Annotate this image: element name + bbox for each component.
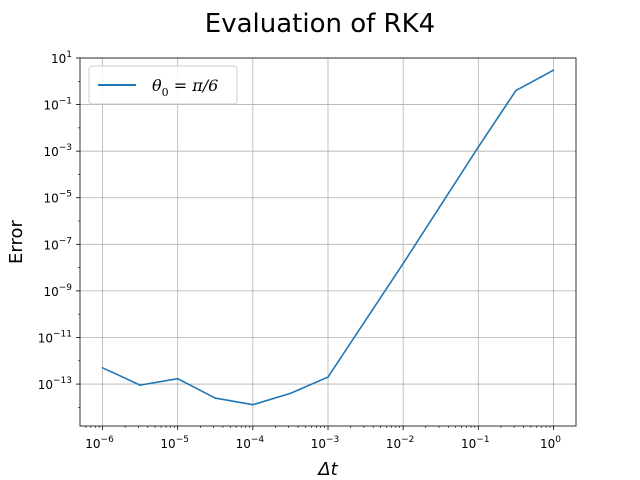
x-tick-label: 10−2 [386,435,415,451]
y-tick-label: 10−3 [43,143,72,159]
y-tick-label: 10−5 [43,190,72,206]
series-point [477,146,480,148]
chart-title: Evaluation of RK4 [205,9,435,39]
y-tick-label: 10−7 [43,236,72,252]
series-point [176,377,179,380]
x-tick-label: 10−1 [461,435,490,451]
series-layer [101,69,555,406]
series-point [252,403,254,406]
legend: θ0 = π/6 [88,65,238,105]
series-point [402,262,404,265]
y-axis: 101 10−1 10−3 10−5 10−7 10−9 10−11 10−13 [38,50,80,408]
y-axis-label: Error [6,219,27,263]
y-tick-label: 101 [51,50,72,66]
series-point [214,397,217,399]
y-tick-label: 10−11 [38,329,72,345]
series-point [101,366,104,369]
y-tick-label: 10−1 [43,97,72,113]
series-point [289,392,292,395]
x-tick-label: 100 [540,435,561,451]
x-tick-label: 10−4 [236,435,265,451]
x-tick-label: 10−3 [311,435,340,451]
series-point [552,69,555,71]
legend-box [88,65,238,105]
x-axis-label: Δt [316,459,338,480]
series-point [327,376,329,378]
legend-label: θ0 = π/6 [152,76,218,99]
x-tick-label: 10−6 [85,435,114,451]
series-point [139,384,141,386]
x-tick-label: 10−5 [160,435,189,451]
y-tick-label: 10−13 [38,376,72,392]
series-point [515,89,517,92]
x-axis: 10−6 10−5 10−4 10−3 10−2 10−1 100 [85,426,561,451]
y-tick-label: 10−9 [43,283,72,299]
